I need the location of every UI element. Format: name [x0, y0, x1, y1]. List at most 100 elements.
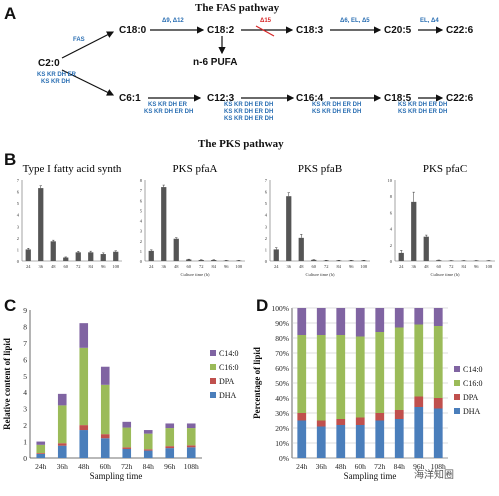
lipid-pct-ytick-4: 40%: [275, 394, 289, 403]
lipid-content-xtick-6: 96h: [164, 462, 176, 471]
pks-bar-0-5: [88, 252, 94, 261]
enzyme-root-2: KS KR DH: [41, 79, 71, 85]
lipid-content-bar-6-DHA: [165, 448, 175, 458]
lipid-content-bar-0-C14:0: [36, 441, 46, 445]
pks-ytick-1-5: 5: [140, 208, 143, 213]
node-bottom-0: C6:1: [119, 93, 141, 104]
pks-ytick-2-5: 5: [265, 201, 268, 206]
lipid-pct-xtick-5: 84h: [394, 462, 406, 471]
pks-bar-3-1: [411, 201, 417, 261]
fas-pathway-arrows: [61, 25, 444, 102]
lipid-pct-bar-5-DPA: [394, 410, 404, 419]
pks-bar-2-0: [273, 249, 279, 261]
panel-d-letter: D: [256, 296, 269, 315]
pks-xtick-2-0: 24: [274, 264, 279, 269]
lipid-pct-bar-7-DHA: [433, 408, 443, 458]
lipid-pct-bar-0-DPA: [297, 413, 307, 421]
pks-bar-2-4: [323, 260, 329, 261]
lipid-pct-legend-label-C14:0: C14:0: [463, 365, 483, 374]
lipid-content-ytick-0: 0: [23, 454, 27, 463]
pks-ytick-2-7: 7: [265, 178, 268, 183]
lipid-content-bar-3-C16:0: [100, 384, 110, 435]
arrow-root-top: [61, 31, 115, 59]
lipid-content-bar-4-C14:0: [122, 421, 132, 428]
lipid-content-bar-1-C16:0: [57, 405, 67, 444]
lipid-content-bar-5-C14:0: [143, 430, 153, 434]
pks-ytick-1-1: 1: [140, 249, 142, 254]
pks-ytick-1-6: 6: [140, 198, 143, 203]
pks-ytick-0-0: 0: [17, 259, 20, 264]
lipid-content-bar-6-DPA: [165, 446, 175, 449]
lipid-pct-bar-1-DHA: [316, 426, 326, 458]
node-bottom-1: C12:3: [207, 93, 235, 104]
pks-bar-1-1: [161, 187, 167, 261]
pks-pathway-title: The PKS pathway: [198, 138, 284, 150]
lipid-pct-bar-6-DHA: [414, 407, 424, 458]
arrow-root-bottom: [61, 69, 115, 96]
lipid-content-bar-5-DHA: [143, 450, 153, 458]
panel-c-letter: C: [4, 296, 17, 315]
pks-ytick-2-6: 6: [265, 190, 268, 195]
pks-xtick-2-1: 36: [287, 264, 292, 269]
lipid-pct-bar-5-C14:0: [394, 308, 404, 328]
lipid-content-legend-swatch-C16:0: [210, 364, 216, 370]
lipid-content-ytick-6: 6: [23, 355, 27, 364]
pks-bar-2-1: [286, 196, 292, 261]
pks-chart-title-3: PKS pfaC: [423, 163, 467, 175]
pks-chart-title-1: PKS pfaA: [173, 163, 218, 175]
node-bottom-3: C18:5: [384, 93, 412, 104]
lipid-content-bar-3-DHA: [100, 438, 110, 458]
pks-bar-0-1: [38, 188, 44, 261]
lipid-pct-ytick-9: 90%: [275, 319, 289, 328]
pks-ytick-1-2: 2: [140, 239, 142, 244]
lipid-pct-xtick-7: 108h: [431, 462, 446, 471]
lipid-pct-legend-label-DPA: DPA: [463, 393, 478, 402]
lipid-pct-xtick-0: 24h: [296, 462, 308, 471]
pks-bar-1-5: [211, 259, 217, 261]
lipid-content-bar-0-DHA: [36, 453, 46, 458]
enzyme-bottom-2-0: KS KR DH ER DH: [312, 102, 362, 108]
pks-ytick-1-7: 7: [140, 188, 143, 193]
pks-ytick-1-0: 0: [140, 259, 143, 264]
pks-ytick-1-8: 8: [140, 178, 143, 183]
enzyme-top-1: Δ15: [260, 18, 271, 24]
pks-xtick-0-7: 108: [112, 264, 120, 269]
lipid-content-bar-7-DHA: [186, 447, 196, 458]
lipid-pct-bar-3-C14:0: [355, 308, 365, 337]
node-bottom-2: C16:4: [296, 93, 324, 104]
lipid-content-ylabel: Relative content of lipid: [2, 338, 12, 430]
lipid-pct-legend-label-C16:0: C16:0: [463, 379, 483, 388]
lipid-pct-ytick-6: 60%: [275, 364, 289, 373]
lipid-content-bar-6-C14:0: [165, 423, 175, 429]
pks-xtick-3-4: 72: [449, 264, 454, 269]
lipid-pct-xtick-3: 60h: [355, 462, 367, 471]
lipid-pct-ytick-3: 30%: [275, 409, 289, 418]
lipid-pct-ylabel: Percentage of lipid: [252, 347, 262, 419]
pks-xtick-0-2: 48: [51, 264, 56, 269]
lipid-content-bar-1-C14:0: [57, 393, 67, 406]
lipid-pct-bar-4-DHA: [375, 420, 385, 458]
lipid-content-ytick-2: 2: [23, 421, 27, 430]
pks-bar-0-6: [100, 254, 106, 261]
lipid-pct-ytick-7: 70%: [275, 349, 289, 358]
pks-xtick-0-3: 60: [64, 264, 69, 269]
lipid-content-bar-4-DPA: [122, 447, 132, 449]
pks-ytick-3-1: 2: [390, 243, 392, 248]
lipid-content-bar-5-C16:0: [143, 433, 153, 450]
lipid-content-ytick-4: 4: [23, 388, 27, 397]
pks-bar-2-7: [361, 260, 367, 261]
lipid-content-xtick-7: 108h: [184, 462, 199, 471]
lipid-pct-bar-5-C16:0: [394, 327, 404, 410]
pks-ytick-0-7: 7: [17, 178, 20, 183]
lipid-pct-bar-2-C16:0: [336, 335, 346, 419]
lipid-content-legend-label-DPA: DPA: [219, 377, 234, 386]
lipid-pct-bar-1-C14:0: [316, 308, 326, 335]
node-top-1: C18:2: [207, 25, 235, 36]
watermark: 海洋知圈: [414, 470, 454, 481]
pks-ytick-2-4: 4: [265, 213, 268, 218]
lipid-pct-bar-4-C14:0: [375, 308, 385, 332]
pks-xtick-3-5: 84: [462, 264, 467, 269]
node-top-4: C22:6: [446, 25, 474, 36]
lipid-pct-bar-6-C14:0: [414, 308, 424, 325]
lipid-content-legend-label-C14:0: C14:0: [219, 349, 239, 358]
